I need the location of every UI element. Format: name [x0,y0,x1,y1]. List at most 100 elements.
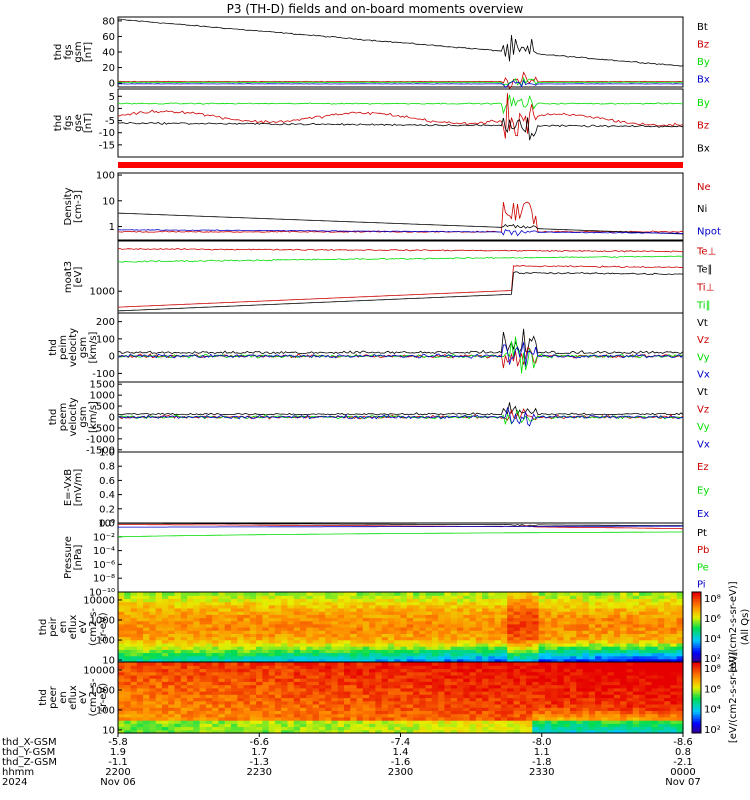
spectrogram-cell [450,697,458,702]
figure-title: P3 (TH-D) fields and on-board moments ov… [227,2,524,16]
spectrogram-cell [507,713,515,718]
spectrogram-cell [249,630,257,634]
spectrogram-cell [224,729,232,734]
spectrogram-cell [595,691,602,695]
spectrogram-cell [350,678,358,682]
spectrogram-cell [161,713,169,718]
spectrogram-cell [482,636,489,641]
spectrogram-cell [130,691,138,695]
spectrogram-cell [262,694,270,699]
spectrogram-cell [212,710,220,715]
spectrogram-cell [394,633,402,638]
spectrogram-cell [419,694,427,699]
spectrogram-cell [287,633,295,638]
spectrogram-cell [563,684,571,689]
spectrogram-cell [218,639,226,644]
spectrogram-cell [337,623,345,628]
spectrogram-cell [149,681,157,686]
y-tick-label: 200 [96,317,115,328]
spectrogram-cell [532,642,540,647]
spectrogram-cell [237,652,245,657]
spectrogram-cell [174,655,182,660]
spectrogram-cell [306,620,314,625]
spectrogram-cell [557,694,565,699]
spectrogram-cell [588,627,596,631]
spectrogram-cell [356,726,364,731]
spectrogram-cell [331,601,339,606]
spectrogram-cell [576,707,584,711]
spectrogram-cell [199,617,207,622]
spectrogram-cell [400,729,408,734]
spectrogram-cell [262,700,270,705]
spectrogram-cell [582,607,590,612]
spectrogram-cell [237,636,245,641]
spectrogram-cell [457,694,464,699]
spectrogram-cell [595,694,602,699]
spectrogram-cell [544,646,552,650]
spectrogram-cell [362,662,370,666]
spectrogram-cell [570,704,577,708]
spectrogram-cell [651,611,659,615]
spectrogram-cell [287,655,295,660]
spectrogram-cell [400,668,408,673]
spectrogram-cell [450,704,458,708]
spectrogram-cell [118,636,125,641]
spectrogram-cell [482,633,489,638]
time-row-value: 2230 [247,767,272,778]
spectrogram-cell [419,646,427,650]
legend-Bx: Bx [697,143,710,154]
spectrogram-cell [331,720,339,724]
spectrogram-cell [576,700,584,705]
spectrogram-cell [670,691,678,695]
spectrogram-cell [124,694,132,699]
spectrogram-cell [526,723,533,728]
spectrogram-cell [457,723,464,728]
spectrogram-cell [312,604,320,609]
y-tick-label: 1000 [90,287,115,298]
spectrogram-cell [538,649,546,654]
spectrogram-cell [500,633,508,638]
spectrogram-cell [431,633,439,638]
spectrogram-cell [676,668,684,673]
spectrogram-cell [544,611,552,615]
spectrogram-cell [664,601,672,606]
spectrogram-cell [375,729,383,734]
spectrogram-cell [645,716,653,721]
spectrogram-cell [632,642,640,647]
spectrogram-cell [281,639,289,644]
spectrogram-cell [231,694,238,699]
spectrogram-cell [293,684,301,689]
y-axis-label: thd fgs gsm [nT] [53,41,94,62]
spectrogram-cell [494,620,502,625]
spectrogram-cell [463,713,471,718]
spectrogram-cell [224,652,232,657]
spectrogram-cell [438,687,446,692]
spectrogram-cell [651,646,659,650]
spectrogram-cell [281,595,289,599]
time-row-value: 0.8 [675,747,691,758]
spectrogram-cell [231,630,238,634]
spectrogram-cell [507,620,515,625]
spectrogram-cell [149,617,157,622]
spectrogram-cell [375,623,383,628]
spectrogram-cell [350,723,358,728]
spectrogram-cell [243,604,251,609]
spectrogram-cell [205,639,213,644]
spectrogram-cell [149,668,157,673]
spectrogram-cell [406,592,414,596]
spectrogram-cell [212,658,220,663]
spectrogram-cell [632,687,640,692]
spectrogram-cell [369,687,376,692]
spectrogram-cell [570,601,577,606]
spectrogram-cell [413,665,420,669]
legend-Ni: Ni [697,204,707,215]
spectrogram-cell [287,668,295,673]
spectrogram-cell [519,592,527,596]
spectrogram-cell [413,691,420,695]
y-axis-label-line: eflux [68,685,79,710]
colorbar-segment [692,680,701,684]
spectrogram-cell [494,604,502,609]
spectrogram-cell [438,642,446,647]
spectrogram-cell [118,684,125,689]
spectrogram-cell [500,658,508,663]
